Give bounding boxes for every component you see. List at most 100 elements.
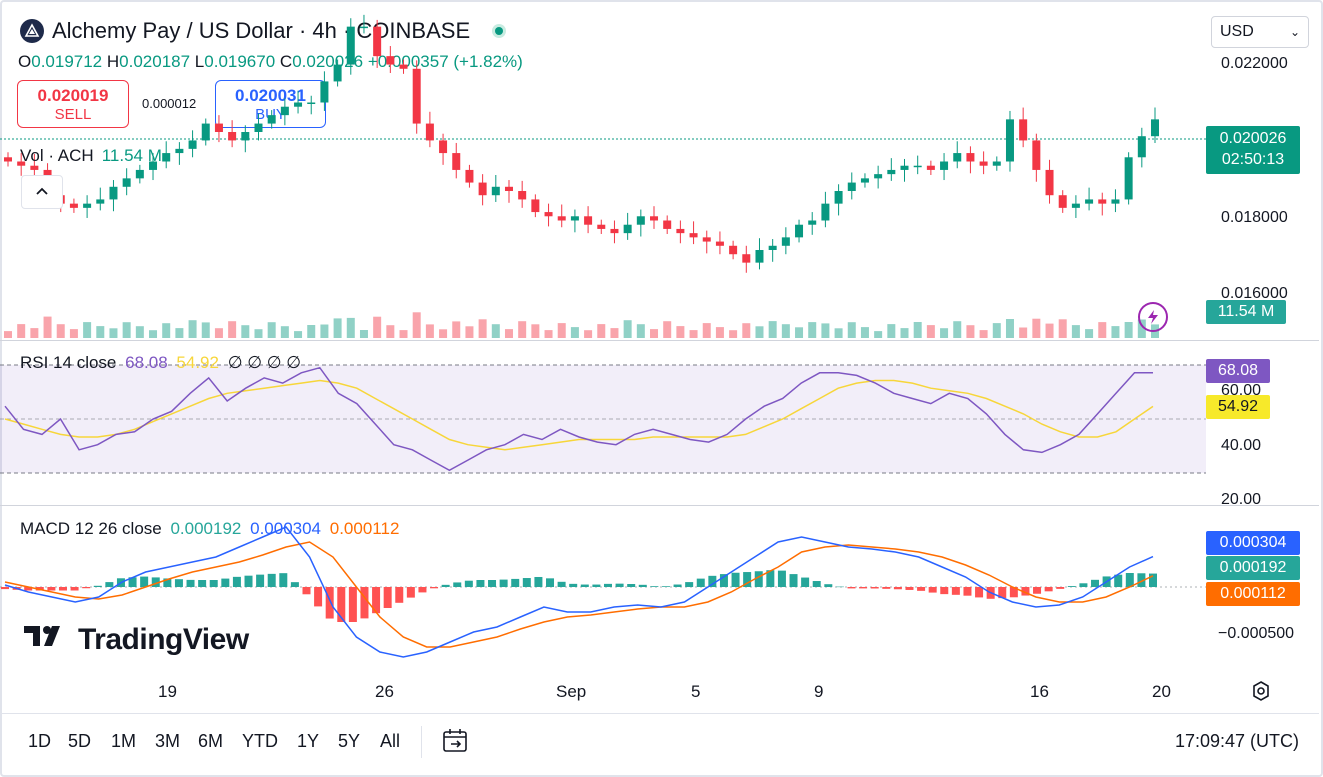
rsi-tick: 20.00	[1221, 491, 1262, 508]
volume-bar	[359, 330, 368, 338]
candle-body	[821, 203, 830, 221]
range-1m-button[interactable]: 1M	[111, 731, 137, 751]
candle-body	[755, 250, 764, 263]
time-tick: 5	[691, 682, 701, 701]
macd-histogram-bar	[499, 579, 508, 587]
volume-bar	[874, 331, 883, 338]
volume-bars	[4, 312, 1159, 338]
candle-body	[518, 191, 527, 200]
candle-body	[940, 161, 949, 170]
range-all-button[interactable]: All	[380, 731, 401, 751]
volume-bar	[214, 328, 223, 338]
macd-histogram-bar	[546, 578, 555, 587]
volume-bar	[570, 327, 579, 338]
macd-histogram-bar	[870, 587, 879, 589]
macd-histogram-bar	[488, 580, 497, 587]
volume-bar	[96, 326, 105, 338]
volume-bar	[584, 330, 593, 338]
candle-body	[149, 161, 158, 170]
pane-divider[interactable]	[0, 340, 1319, 341]
calendar-goto-date-icon[interactable]	[441, 727, 469, 760]
candle-body	[663, 220, 672, 229]
spread-value: 0.000012	[142, 96, 197, 111]
volume-bar	[1111, 326, 1120, 338]
range-1d-button[interactable]: 1D	[28, 731, 52, 751]
alert-lightning-icon[interactable]	[1138, 302, 1168, 332]
candle-body	[702, 237, 711, 242]
volume-bar	[1032, 318, 1041, 338]
volume-bar	[4, 331, 12, 338]
macd-histogram-bar	[302, 587, 311, 595]
macd-chart[interactable]	[0, 507, 1206, 672]
volume-bar	[452, 321, 461, 338]
candle-body	[953, 153, 962, 162]
volume-bar	[623, 320, 632, 338]
candle-body	[887, 169, 896, 175]
range-ytd-button[interactable]: YTD	[242, 731, 278, 751]
macd-histogram-bar	[882, 587, 891, 589]
candle-body	[307, 102, 316, 104]
candle-body	[333, 64, 342, 82]
candle-body	[214, 123, 223, 132]
volume-bar	[149, 330, 158, 338]
range-5d-button[interactable]: 5D	[68, 731, 92, 751]
price-chart[interactable]	[0, 4, 1206, 340]
macd-histogram-bar	[592, 584, 601, 587]
macd-histogram-bar	[140, 576, 149, 587]
range-5y-button[interactable]: 5Y	[338, 731, 361, 751]
macd-histogram-bar	[1009, 587, 1018, 598]
symbol-title[interactable]: Alchemy Pay / US Dollar · 4h · COINBASE	[52, 18, 471, 43]
macd-histogram-bar	[372, 587, 381, 614]
macd-histogram-bar	[325, 587, 334, 619]
sell-button[interactable]: 0.020019 SELL	[17, 80, 129, 128]
last-price-badge: 0.020026 02:50:13	[1206, 126, 1300, 174]
range-3m-button[interactable]: 3M	[155, 731, 181, 751]
rsi-ma-badge: 54.92	[1206, 395, 1270, 419]
volume-bar	[742, 323, 751, 338]
symbol-header[interactable]: Alchemy Pay / US Dollar · 4h · COINBASE	[20, 18, 507, 44]
volume-bar	[755, 326, 764, 338]
candles	[4, 14, 1159, 273]
volume-bar	[1019, 327, 1028, 338]
volume-bar	[834, 328, 843, 338]
volume-bar	[663, 321, 672, 338]
macd-value-badge: 0.000304	[1206, 531, 1300, 555]
tradingview-mark-icon	[22, 622, 70, 658]
candle-body	[320, 81, 329, 103]
candle-body	[715, 241, 724, 246]
candle-body	[781, 237, 790, 246]
pane-divider[interactable]	[0, 505, 1319, 506]
tradingview-logo[interactable]: TradingView	[22, 622, 249, 658]
macd-histogram-bar	[93, 585, 102, 587]
volume-badge: 11.54 M	[1206, 300, 1286, 324]
currency-select[interactable]: USD ⌄	[1211, 16, 1309, 48]
settings-gear-icon[interactable]	[1250, 680, 1272, 707]
range-1y-button[interactable]: 1Y	[297, 731, 320, 751]
macd-histogram-bar	[627, 584, 636, 587]
volume-bar	[689, 330, 698, 338]
price-tick: 0.016000	[1221, 285, 1288, 302]
macd-histogram-bar	[951, 587, 960, 595]
range-6m-button[interactable]: 6M	[198, 731, 224, 751]
volume-bar	[307, 325, 316, 338]
candle-body	[1137, 136, 1146, 158]
sell-label: SELL	[54, 106, 92, 123]
volume-bar	[241, 325, 250, 338]
volume-legend: Vol · ACH 11.54 M	[20, 146, 162, 166]
collapse-legend-button[interactable]	[21, 175, 63, 209]
volume-bar	[504, 329, 513, 338]
macd-histogram-bar	[441, 584, 450, 587]
utc-clock[interactable]: 17:09:47 (UTC)	[1174, 731, 1299, 751]
rsi-chart[interactable]	[0, 342, 1206, 502]
candle-body	[834, 191, 843, 204]
volume-bar	[808, 322, 817, 338]
volume-bar	[465, 326, 474, 338]
candle-body	[1151, 119, 1159, 137]
candle-body	[729, 245, 738, 255]
candle-body	[636, 216, 645, 225]
candle-body	[188, 140, 197, 149]
volume-bar	[228, 321, 237, 338]
volume-bar	[597, 324, 606, 338]
macd-histogram-bar	[163, 578, 172, 587]
